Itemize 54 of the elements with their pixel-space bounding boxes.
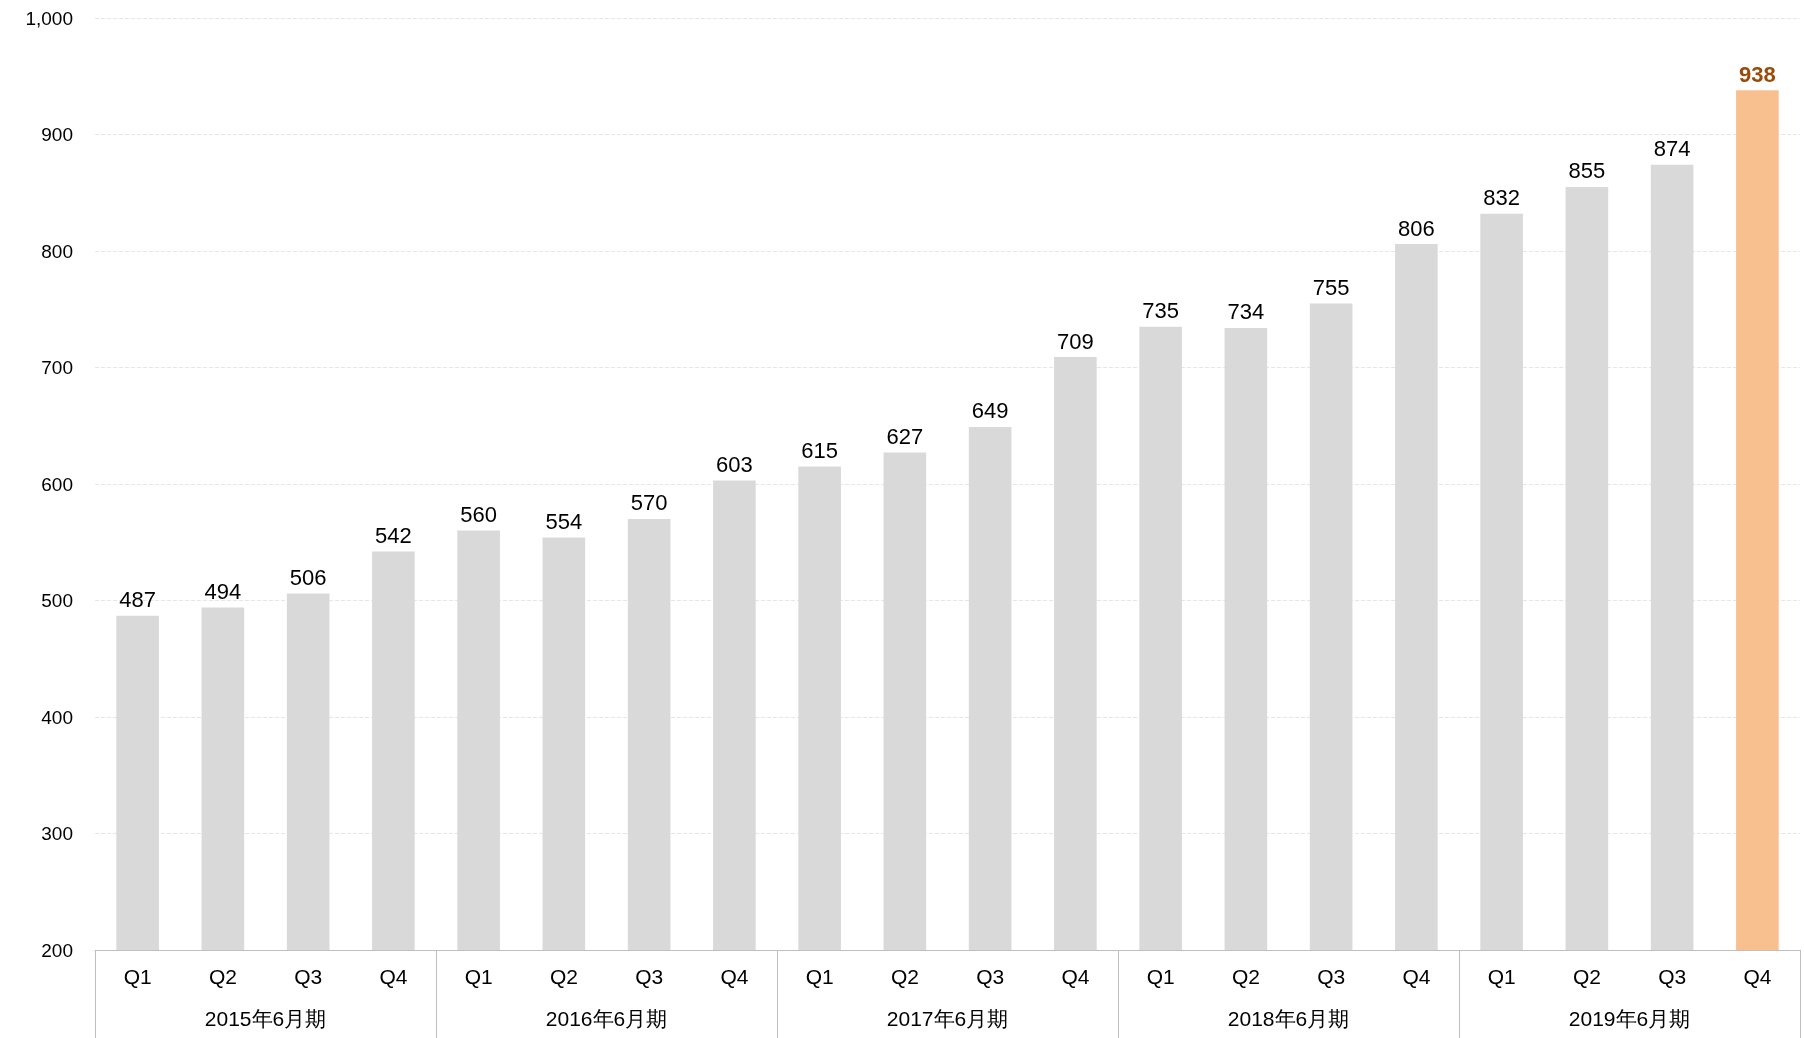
data-label: 755 [1312, 274, 1350, 300]
x-tick-label: Q2 [549, 965, 578, 988]
x-tick-label: Q1 [1487, 965, 1516, 988]
data-label: 874 [1653, 136, 1691, 162]
text: 2015年6月期 [204, 1007, 327, 1030]
x-tick-label: Q4 [1402, 965, 1431, 988]
data-label: 494 [204, 578, 242, 604]
y-tick-label: 300 [41, 823, 73, 844]
data-label: 603 [716, 452, 753, 478]
data-label: 570 [630, 490, 668, 516]
x-tick-label: Q2 [208, 965, 237, 988]
y-tick-label: 700 [41, 357, 73, 378]
x-tick-label: Q1 [464, 965, 493, 988]
x-tick-label: Q1 [123, 965, 152, 988]
x-tick-label: Q3 [976, 965, 1005, 988]
y-tick-label: 200 [41, 939, 73, 961]
text: 2017年6月期 [886, 1007, 1009, 1030]
x-tick-label: Q2 [1572, 965, 1601, 988]
x-tick-label: Q4 [1743, 965, 1772, 988]
x-tick-label: Q2 [1231, 965, 1260, 988]
data-label: 709 [1057, 328, 1094, 354]
data-label: 615 [801, 438, 838, 464]
data-label: 832 [1483, 185, 1520, 211]
x-tick-label: Q1 [1146, 965, 1175, 988]
x-tick-label: Q3 [294, 965, 323, 988]
x-tick-label: Q4 [720, 965, 749, 988]
y-tick-label: 600 [41, 473, 73, 495]
data-label: 560 [460, 502, 497, 528]
data-label: 734 [1227, 299, 1265, 325]
x-tick-label: Q4 [379, 965, 408, 988]
text: 2018年6月期 [1227, 1007, 1350, 1030]
data-label: 627 [886, 424, 924, 450]
y-tick-label: 900 [41, 124, 73, 145]
x-tick-label: Q3 [635, 965, 664, 988]
data-label: 506 [289, 565, 327, 591]
x-tick-label: Q3 [1317, 965, 1346, 988]
y-tick-label: 400 [41, 706, 73, 728]
text: 2016年6月期 [545, 1007, 668, 1030]
data-label: 554 [545, 509, 583, 535]
text: 2019年6月期 [1568, 1007, 1691, 1030]
data-label: 938 [1739, 61, 1776, 87]
data-label: 806 [1398, 215, 1435, 241]
data-label: 855 [1568, 158, 1606, 184]
x-tick-label: Q2 [890, 965, 919, 988]
x-tick-label: Q1 [805, 965, 834, 988]
x-tick-label: Q3 [1658, 965, 1687, 988]
data-label: 735 [1142, 298, 1179, 324]
y-tick-label: 1,000 [25, 7, 73, 29]
data-label: 542 [375, 523, 412, 549]
data-label: 649 [971, 398, 1009, 424]
data-label: 487 [119, 587, 156, 613]
y-tick-label: 500 [41, 590, 73, 611]
y-tick-label: 800 [41, 240, 73, 262]
x-tick-label: Q4 [1061, 965, 1090, 988]
